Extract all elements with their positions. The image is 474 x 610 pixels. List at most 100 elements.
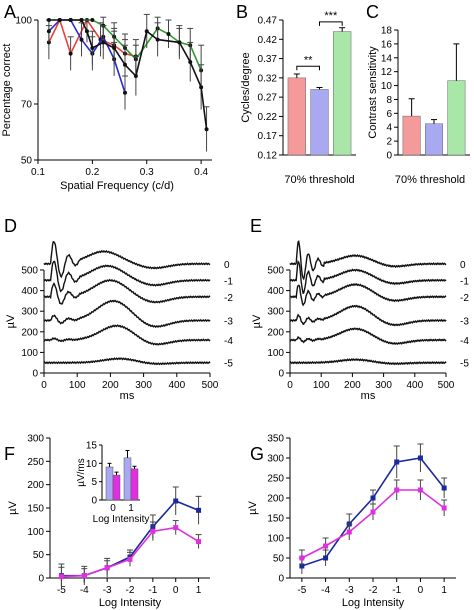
data-point-g: [370, 509, 376, 515]
x-axis-title-e: ms: [361, 390, 376, 402]
chart-g: 0 50 100 150 200 250 300 350 -5 -4 -3 -2 -1 0 1 Log Int…: [247, 434, 456, 609]
bar-b: [310, 89, 329, 156]
significance-marker-b: ***: [324, 10, 338, 22]
x-tick-label-e: 0: [287, 380, 293, 391]
y-tick-label-c: 8: [386, 95, 392, 106]
y-tick-label-g: 0: [278, 574, 284, 585]
x-tick-label-f: -5: [57, 585, 66, 596]
inset-bar: [130, 468, 139, 501]
x-tick-label-f: 0: [173, 585, 179, 596]
x-tick-label-g: -1: [392, 585, 401, 596]
data-point-g: [323, 543, 329, 549]
bar-b: [287, 77, 306, 156]
significance-marker-b: **: [304, 54, 313, 66]
erg-trace-e: [289, 239, 447, 281]
data-point-f: [127, 556, 133, 562]
x-tick-label-d: 100: [69, 380, 86, 391]
y-tick-label-c: 6: [386, 109, 392, 120]
data-point-g: [441, 485, 447, 491]
data-point-g: [394, 487, 400, 493]
data-point-f: [173, 525, 179, 531]
inset-x-axis-title: Log Intensity: [93, 514, 150, 525]
y-tick-label-f: 250: [27, 457, 44, 468]
trace-label-d: -2: [224, 293, 233, 304]
chart-e: 0 100 200 300 400 500 0 100 200 300 400 500 ms µV 0 -1 -…: [251, 239, 469, 402]
x-axis-title-a: Spatial Frequency (c/d): [60, 180, 174, 192]
x-axis-title-c: 70% threshold: [395, 174, 465, 186]
y-tick-label-g: 100: [267, 534, 284, 545]
y-tick-label-g: 200: [267, 494, 284, 505]
y-tick-label-e: 300: [267, 307, 284, 318]
data-point-a: [57, 18, 62, 22]
y-tick-label-c: 12: [381, 67, 393, 78]
data-point-a: [144, 29, 149, 34]
y-tick-label-b: 0.12: [258, 151, 278, 162]
panel-label-g: G: [250, 444, 264, 464]
data-point-f: [58, 574, 64, 580]
data-point-a: [123, 90, 127, 95]
y-axis-title-e: µV: [251, 314, 263, 328]
x-tick-label-f: -4: [80, 585, 89, 596]
bar-b: [333, 31, 352, 156]
data-point-g: [323, 555, 329, 561]
data-point-f: [196, 539, 202, 545]
data-point-f: [81, 573, 87, 579]
x-tick-label-g: -4: [321, 585, 330, 596]
data-point-f: [173, 498, 179, 504]
inset-bar: [112, 474, 121, 501]
x-tick-label-e: 100: [313, 380, 330, 391]
x-tick-label-a: 0.2: [85, 167, 99, 178]
y-tick-label-d: 400: [21, 286, 38, 297]
trace-label-d: -4: [224, 336, 233, 347]
data-point-a: [112, 46, 117, 50]
y-tick-label-g: 350: [267, 434, 284, 445]
y-axis-title-f: µV: [7, 501, 19, 515]
panel-label-e: E: [250, 216, 262, 236]
data-point-a: [166, 32, 171, 36]
series-line-a-black: [48, 19, 208, 130]
trace-label-e: 0: [460, 260, 466, 271]
y-tick-label-f: 50: [33, 550, 45, 561]
bar-c: [425, 123, 443, 156]
chart-b: 0.12 0.17 0.22 0.27 0.32 0.37 0.42 0.47 70% thre…: [240, 10, 356, 186]
x-tick-label-d: 400: [168, 380, 185, 391]
y-tick-label-g: 150: [267, 514, 284, 525]
bar-c: [402, 115, 421, 156]
inset-y-tick-label: 5: [91, 477, 97, 488]
x-tick-label-d: 0: [41, 380, 47, 391]
x-tick-label-a: 0.3: [140, 167, 154, 178]
erg-trace-e: [289, 260, 447, 295]
x-tick-label-e: 200: [344, 380, 361, 391]
x-axis-title-b: 70% threshold: [284, 174, 354, 186]
y-tick-label-a: 100: [15, 16, 32, 27]
y-tick-label-e: 200: [267, 327, 284, 338]
trace-label-e: -2: [460, 293, 469, 304]
bar-c: [447, 80, 466, 156]
y-tick-label-d: 300: [21, 307, 38, 318]
x-tick-label-d: 200: [102, 380, 119, 391]
data-point-a: [79, 37, 84, 42]
y-tick-label-c: 10: [381, 81, 393, 92]
x-tick-label-e: 400: [406, 380, 423, 391]
data-point-f: [150, 528, 156, 534]
y-tick-label-c: 2: [386, 137, 392, 148]
data-point-g: [299, 555, 305, 561]
data-point-a: [188, 60, 193, 64]
y-tick-label-e: 500: [267, 266, 284, 277]
y-axis-title-d: µV: [5, 314, 17, 328]
y-tick-label-f: 100: [27, 527, 44, 538]
y-tick-label-b: 0.47: [258, 16, 278, 27]
y-tick-label-g: 50: [273, 554, 285, 565]
x-axis-title-f: Log Intensity: [99, 597, 162, 609]
inset-y-axis-title: µV/ms: [76, 458, 87, 487]
inset-bar: [123, 457, 132, 501]
data-point-a: [84, 29, 89, 34]
data-point-a: [101, 40, 106, 45]
trace-label-e: -1: [460, 276, 469, 287]
x-tick-label-g: -5: [297, 585, 306, 596]
y-tick-label-f: 0: [38, 574, 44, 585]
erg-trace-d: [43, 357, 211, 366]
y-tick-label-b: 0.42: [258, 35, 278, 46]
trace-label-e: -5: [460, 359, 469, 370]
chart-d: 0 100 200 300 400 500 0 100 200 300 400 500 ms µV 0 -1 -…: [5, 240, 233, 402]
